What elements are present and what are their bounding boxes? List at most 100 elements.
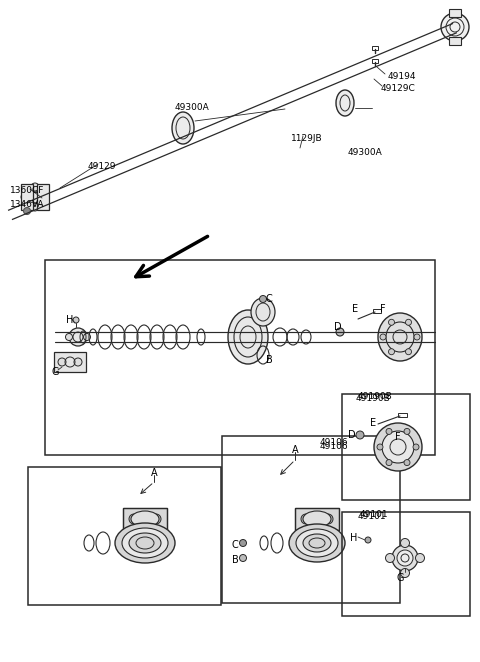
Text: 49300A: 49300A: [175, 103, 210, 112]
Text: 49106: 49106: [320, 442, 348, 451]
Circle shape: [365, 537, 371, 543]
Circle shape: [404, 428, 410, 434]
Circle shape: [323, 514, 333, 524]
Circle shape: [260, 295, 266, 303]
Text: G: G: [52, 367, 60, 377]
Circle shape: [356, 431, 364, 439]
Text: B: B: [232, 555, 239, 565]
Text: D: D: [334, 322, 342, 332]
Circle shape: [400, 538, 409, 547]
Circle shape: [386, 428, 392, 434]
Circle shape: [388, 319, 395, 325]
Ellipse shape: [172, 112, 194, 144]
Bar: [295, 508, 339, 530]
Ellipse shape: [303, 511, 331, 527]
Text: 49129: 49129: [88, 162, 117, 171]
Bar: [449, 9, 461, 17]
Ellipse shape: [296, 529, 338, 557]
Bar: [449, 37, 461, 45]
Circle shape: [406, 319, 411, 325]
Text: 49190B: 49190B: [358, 392, 393, 401]
Ellipse shape: [289, 524, 345, 562]
Text: C: C: [266, 294, 273, 304]
Bar: [295, 508, 339, 530]
Bar: [123, 508, 167, 530]
Text: G: G: [396, 573, 404, 583]
Ellipse shape: [115, 523, 175, 563]
Circle shape: [21, 193, 29, 201]
Circle shape: [41, 193, 49, 201]
Circle shape: [404, 459, 410, 465]
Circle shape: [397, 550, 413, 566]
Text: 1129JB: 1129JB: [291, 134, 323, 143]
Circle shape: [413, 444, 419, 450]
Ellipse shape: [131, 511, 159, 527]
Circle shape: [441, 13, 469, 41]
Bar: [342, 394, 470, 500]
Text: A: A: [151, 468, 157, 478]
Circle shape: [31, 183, 39, 191]
Bar: [342, 512, 470, 616]
Circle shape: [377, 444, 383, 450]
Circle shape: [414, 334, 420, 340]
Text: 49101: 49101: [360, 510, 389, 519]
Bar: [21, 184, 33, 210]
Ellipse shape: [374, 423, 422, 471]
Bar: [54, 352, 86, 372]
Circle shape: [336, 328, 344, 336]
Text: 49101: 49101: [358, 512, 386, 521]
Ellipse shape: [251, 298, 275, 326]
Text: 49300A: 49300A: [348, 148, 383, 157]
Text: F: F: [380, 304, 385, 314]
Ellipse shape: [228, 310, 268, 364]
Text: E: E: [352, 304, 358, 314]
Bar: [28, 467, 221, 605]
Ellipse shape: [336, 90, 354, 116]
Text: 49194: 49194: [388, 72, 417, 81]
Text: F: F: [395, 432, 401, 442]
Ellipse shape: [303, 534, 331, 552]
Bar: [45, 260, 435, 455]
Circle shape: [69, 328, 87, 346]
Circle shape: [406, 349, 411, 355]
Text: H: H: [66, 315, 73, 325]
Text: D: D: [348, 430, 356, 440]
Circle shape: [240, 540, 247, 547]
Circle shape: [24, 207, 31, 214]
Circle shape: [25, 187, 45, 207]
Ellipse shape: [122, 528, 168, 558]
Bar: [37, 184, 49, 210]
Bar: [123, 508, 167, 530]
Circle shape: [416, 553, 424, 563]
Circle shape: [240, 555, 247, 561]
Circle shape: [151, 514, 161, 524]
Text: C: C: [232, 540, 239, 550]
Text: 1346VA: 1346VA: [10, 200, 45, 209]
Circle shape: [400, 569, 409, 577]
Text: 49129C: 49129C: [381, 84, 416, 93]
Circle shape: [392, 545, 418, 571]
Text: 1360CF: 1360CF: [10, 186, 44, 195]
Circle shape: [84, 334, 91, 340]
Circle shape: [386, 459, 392, 465]
Circle shape: [65, 334, 72, 340]
Bar: [398, 413, 407, 417]
Ellipse shape: [129, 533, 161, 553]
Bar: [372, 46, 378, 50]
Circle shape: [58, 358, 66, 366]
Text: 49106: 49106: [320, 438, 348, 447]
Text: A: A: [292, 445, 298, 455]
Circle shape: [380, 334, 386, 340]
Text: 49190B: 49190B: [356, 394, 391, 403]
Text: H: H: [350, 533, 358, 543]
Circle shape: [74, 358, 82, 366]
Circle shape: [73, 317, 79, 323]
Circle shape: [31, 203, 39, 211]
Text: B: B: [266, 355, 273, 365]
Circle shape: [301, 514, 311, 524]
Circle shape: [385, 553, 395, 563]
Bar: [222, 436, 400, 603]
Bar: [372, 59, 378, 63]
Ellipse shape: [378, 313, 422, 361]
Circle shape: [388, 349, 395, 355]
